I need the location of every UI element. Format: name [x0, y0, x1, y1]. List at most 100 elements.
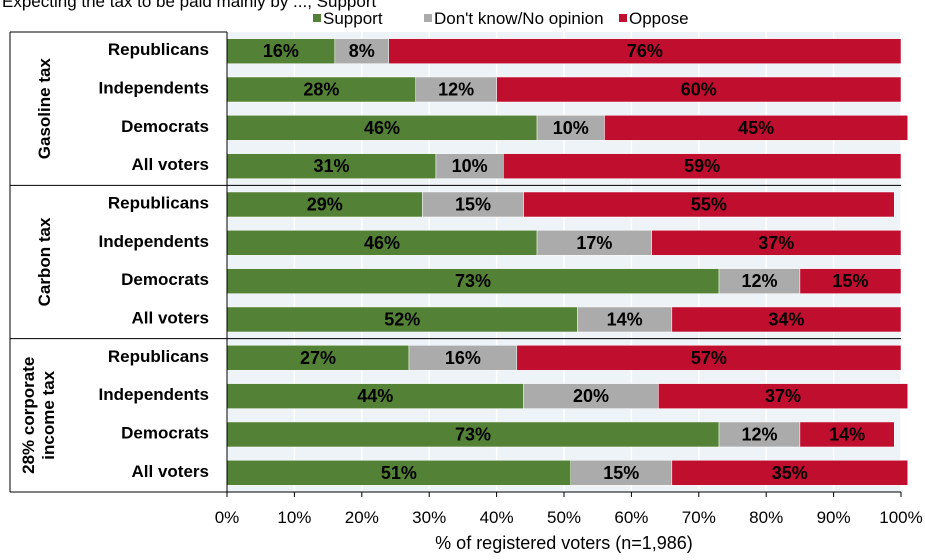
bar-segment	[226, 115, 538, 141]
group-label-line: income tax	[39, 370, 58, 459]
row-labels: Republicans Independents Democrats All vote…	[9, 31, 901, 493]
data-label: 59%	[684, 156, 720, 176]
bar-segment	[523, 383, 659, 409]
x-tick-label: 10%	[277, 508, 311, 527]
top-caption: Expecting the tax to be paid mainly by .…	[2, 0, 376, 11]
bars: 16% 8% 76% 28% 12% 60% 46% 10% 45% 31% 10% 59% 29% 15…	[226, 38, 908, 486]
group-label-line: Carbon tax	[35, 217, 54, 306]
row-label: All voters	[132, 308, 209, 327]
data-label: 35%	[772, 463, 808, 483]
data-label: 17%	[576, 233, 612, 253]
data-label: 10%	[452, 156, 488, 176]
bar-segment	[226, 153, 437, 179]
legend-swatch	[424, 14, 432, 22]
data-label: 76%	[627, 41, 663, 61]
group-label-line: 28% corporate	[19, 357, 38, 474]
x-axis: 0% 10% 20% 30% 40% 50% 60% 70% 80% 90% 100%	[215, 491, 923, 527]
bar-segment	[226, 268, 720, 294]
row-label: Republicans	[108, 40, 209, 59]
x-tick-label: 50%	[547, 508, 581, 527]
legend-swatch	[619, 14, 627, 22]
legend: Support Don't know/No opinion Oppose	[313, 9, 689, 28]
bar-segment	[671, 306, 902, 333]
bar-segment	[658, 383, 908, 409]
data-label: 14%	[607, 309, 643, 329]
bar-segment	[226, 76, 416, 103]
x-tick-label: 80%	[749, 508, 783, 527]
bar-segment	[523, 191, 895, 218]
data-label: 8%	[349, 41, 375, 61]
data-label: 15%	[832, 271, 868, 291]
group-label: Gasoline tax	[35, 58, 54, 160]
row-label: All voters	[132, 155, 209, 174]
group-label: 28% corporateincome tax	[19, 357, 58, 474]
data-label: 15%	[603, 463, 639, 483]
legend-swatch	[313, 14, 321, 22]
legend-label: Support	[323, 9, 383, 28]
data-label: 16%	[445, 348, 481, 368]
data-label: 73%	[455, 271, 491, 291]
data-label: 45%	[738, 118, 774, 138]
data-label: 34%	[768, 309, 804, 329]
row-label: Independents	[98, 385, 209, 404]
data-label: 15%	[455, 194, 491, 214]
row-label: Republicans	[108, 193, 209, 212]
x-tick-label: 20%	[345, 508, 379, 527]
data-label: 27%	[300, 348, 336, 368]
row-label: Independents	[98, 232, 209, 251]
bar-segment	[799, 268, 902, 294]
group-label: Carbon tax	[35, 217, 54, 306]
bar-segment	[651, 230, 902, 256]
data-label: 12%	[741, 271, 777, 291]
data-label: 73%	[455, 424, 491, 444]
bar-segment	[408, 345, 518, 371]
x-tick-label: 40%	[480, 508, 514, 527]
x-tick-label: 60%	[614, 508, 648, 527]
bar-segment	[503, 153, 902, 179]
bar-segment	[570, 460, 673, 486]
bar-segment	[226, 383, 524, 409]
bar-segment	[422, 191, 524, 218]
bar-segment	[536, 115, 605, 141]
bar-segment	[226, 460, 571, 486]
data-label: 37%	[765, 386, 801, 406]
data-label: 60%	[681, 79, 717, 99]
legend-label: Oppose	[629, 9, 689, 28]
legend-label: Don't know/No opinion	[434, 9, 604, 28]
x-tick-label: 70%	[682, 508, 716, 527]
bar-segment	[388, 38, 902, 64]
row-label: All voters	[132, 462, 209, 481]
data-label: 31%	[313, 156, 349, 176]
bar-segment	[516, 345, 902, 371]
data-label: 29%	[307, 194, 343, 214]
bar-segment	[604, 115, 908, 141]
data-label: 44%	[357, 386, 393, 406]
row-label: Independents	[98, 78, 209, 97]
bar-segment	[496, 76, 902, 103]
data-label: 14%	[829, 424, 865, 444]
x-tick-label: 0%	[215, 508, 240, 527]
x-axis-title: % of registered voters (n=1,986)	[435, 533, 693, 553]
bar-segment	[226, 230, 538, 256]
gridlines	[226, 32, 902, 492]
data-label: 37%	[758, 233, 794, 253]
data-label: 28%	[303, 79, 339, 99]
data-label: 10%	[553, 118, 589, 138]
data-label: 57%	[691, 348, 727, 368]
data-label: 12%	[741, 424, 777, 444]
data-label: 46%	[364, 233, 400, 253]
data-label: 12%	[438, 79, 474, 99]
data-label: 46%	[364, 118, 400, 138]
data-label: 55%	[691, 194, 727, 214]
bar-segment	[718, 421, 801, 448]
row-label: Democrats	[121, 270, 209, 289]
bar-segment	[435, 153, 504, 179]
bar-segment	[415, 76, 497, 103]
x-tick-label: 30%	[412, 508, 446, 527]
bar-segment	[671, 460, 908, 486]
data-label: 51%	[381, 463, 417, 483]
data-label: 52%	[384, 309, 420, 329]
x-tick-label: 90%	[817, 508, 851, 527]
